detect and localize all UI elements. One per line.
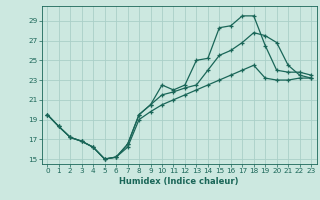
X-axis label: Humidex (Indice chaleur): Humidex (Indice chaleur) bbox=[119, 177, 239, 186]
